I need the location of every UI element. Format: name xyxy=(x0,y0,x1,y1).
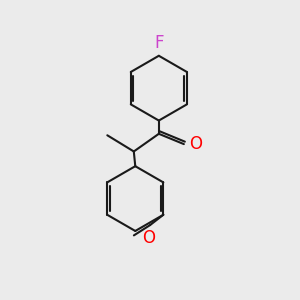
Text: O: O xyxy=(189,135,202,153)
Text: O: O xyxy=(142,229,155,247)
Text: F: F xyxy=(154,34,164,52)
